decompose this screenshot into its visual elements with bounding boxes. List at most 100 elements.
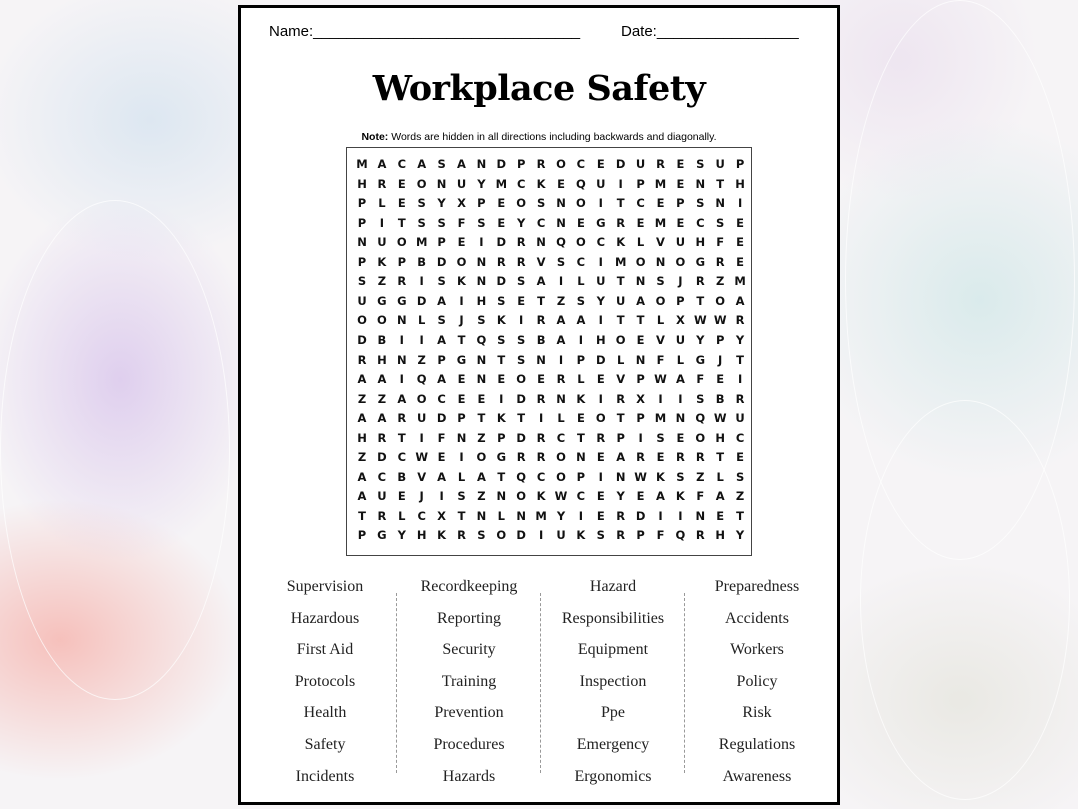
grid-letter: I [598, 196, 603, 211]
grid-letter: O [476, 450, 487, 465]
grid-letter: G [456, 352, 467, 367]
grid-letter: E [676, 215, 685, 230]
grid-letter: P [477, 196, 486, 211]
grid-letter: A [536, 274, 546, 289]
word-list-item: Health [303, 704, 347, 722]
grid-letter: E [636, 215, 645, 230]
grid-letter: E [676, 176, 685, 191]
grid-letter: O [576, 196, 586, 211]
grid-letter: K [536, 176, 546, 191]
grid-letter: O [715, 293, 726, 308]
grid-letter: B [536, 332, 546, 347]
grid-letter: M [495, 176, 508, 191]
grid-letter: N [695, 508, 706, 523]
grid-letter: E [557, 176, 565, 191]
grid-letter: I [598, 469, 603, 484]
grid-letter: P [676, 293, 685, 308]
grid-letter: E [477, 391, 486, 406]
grid-letter: I [578, 508, 584, 523]
grid-letter: I [678, 391, 683, 406]
grid-letter: W [693, 313, 707, 328]
note-label: Note: [361, 131, 389, 143]
grid-letter: U [377, 235, 387, 250]
grid-letter: R [397, 411, 407, 426]
grid-letter: C [696, 215, 705, 230]
grid-letter: N [357, 235, 367, 250]
grid-letter: J [419, 489, 424, 504]
grid-letter: P [636, 176, 645, 191]
grid-letter: H [715, 528, 725, 543]
grid-letter: S [497, 332, 506, 347]
grid-letter: E [576, 215, 585, 230]
grid-letter: P [357, 196, 367, 211]
grid-letter: G [496, 450, 507, 465]
grid-letter: C [636, 196, 645, 211]
grid-letter: N [556, 391, 566, 406]
grid-letter: C [576, 157, 586, 171]
grid-letter: Y [556, 508, 566, 523]
grid-letter: S [477, 215, 486, 230]
grid-letter: X [437, 508, 447, 523]
grid-letter: Z [357, 391, 367, 406]
grid-letter: L [617, 352, 625, 367]
grid-letter: O [556, 469, 566, 484]
grid-letter: S [576, 293, 586, 308]
grid-letter: I [678, 508, 683, 523]
word-list-item: Responsibilities [561, 609, 665, 627]
grid-letter: I [737, 372, 743, 387]
grid-letter: E [596, 508, 605, 523]
grid-letter: S [437, 157, 446, 171]
grid-letter: R [616, 528, 626, 543]
grid-letter: N [476, 254, 487, 269]
grid-letter: Y [397, 528, 406, 543]
grid-letter: C [516, 176, 526, 191]
grid-letter: D [596, 352, 606, 367]
grid-letter: Y [735, 332, 745, 347]
grid-letter: W [654, 372, 667, 387]
word-list-item: Reporting [437, 609, 501, 627]
grid-letter: Q [675, 528, 686, 543]
grid-letter: S [696, 157, 705, 171]
grid-letter: I [538, 411, 544, 426]
grid-letter: I [399, 332, 404, 347]
grid-letter: O [396, 235, 407, 250]
grid-letter: C [397, 157, 407, 171]
grid-letter: N [476, 274, 487, 289]
grid-letter: H [695, 235, 706, 250]
grid-letter: L [656, 313, 665, 328]
grid-letter: T [497, 352, 506, 367]
grid-letter: N [576, 450, 586, 465]
word-list-item: Supervision [286, 578, 364, 595]
grid-letter: E [397, 489, 406, 504]
grid-letter: J [678, 274, 683, 289]
grid-letter: L [378, 196, 386, 211]
word-list-item: Prevention [434, 704, 504, 722]
grid-letter: C [576, 489, 586, 504]
date-field: Date:_________________ [621, 23, 799, 40]
grid-letter: K [616, 235, 626, 250]
grid-letter: U [596, 274, 606, 289]
grid-letter: P [357, 528, 367, 543]
word-list-item: Procedures [433, 736, 505, 753]
grid-letter: K [576, 528, 586, 543]
grid-letter: I [519, 313, 524, 328]
grid-letter: G [695, 352, 706, 367]
grid-letter: U [456, 176, 467, 191]
grid-letter: C [596, 235, 606, 250]
grid-letter: S [716, 215, 725, 230]
grid-letter: A [675, 372, 685, 387]
grid-letter: A [556, 313, 566, 328]
grid-letter: P [735, 157, 745, 171]
grid-letter: S [596, 528, 605, 543]
grid-letter: N [476, 157, 487, 171]
grid-letter: R [596, 430, 606, 445]
grid-letter: O [635, 254, 646, 269]
word-list-item: Emergency [576, 736, 650, 753]
grid-letter: K [536, 489, 546, 504]
grid-letter: I [578, 332, 584, 347]
grid-letter: R [536, 430, 546, 445]
grid-letter: N [655, 254, 666, 269]
grid-letter: E [497, 196, 506, 211]
word-list-item: Risk [742, 704, 772, 722]
grid-letter: P [357, 254, 367, 269]
